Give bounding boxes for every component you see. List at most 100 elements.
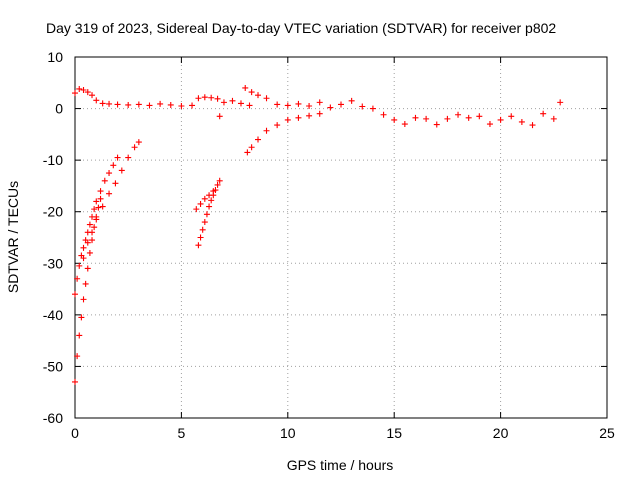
data-point: [114, 154, 121, 161]
x-tick-label: 25: [599, 425, 615, 441]
x-tick-labels: 0 5 10 15 20 25: [71, 425, 615, 441]
data-point: [89, 92, 96, 99]
data-point: [86, 249, 93, 256]
data-point: [80, 296, 87, 303]
data-point: [518, 118, 525, 125]
data-point: [201, 219, 208, 226]
data-point: [101, 177, 108, 184]
y-tick-label: -30: [43, 255, 63, 271]
chart-title: Day 319 of 2023, Sidereal Day-to-day VTE…: [46, 20, 556, 36]
data-point: [423, 115, 430, 122]
data-point: [274, 122, 281, 129]
y-axis-label: SDTVAR / TECUs: [5, 181, 21, 293]
data-point: [178, 102, 185, 109]
y-tick-labels: -60 -50 -40 -30 -20 -10 0 10: [43, 49, 63, 426]
data-point: [74, 275, 81, 282]
data-point: [76, 332, 83, 339]
data-point: [248, 89, 255, 96]
data-point: [216, 113, 223, 120]
data-point: [197, 200, 204, 207]
x-tick-label: 10: [280, 425, 296, 441]
series-arc-6h-b: [193, 188, 217, 213]
grid-lines: [75, 57, 607, 418]
data-point: [295, 100, 302, 107]
data-point: [359, 103, 366, 110]
data-point: [125, 101, 132, 108]
data-point: [529, 122, 536, 129]
data-point: [110, 162, 117, 169]
data-point: [106, 170, 113, 177]
data-point: [208, 94, 215, 101]
data-point: [99, 100, 106, 107]
data-point: [97, 188, 104, 195]
data-point: [557, 99, 564, 106]
data-point: [246, 102, 253, 109]
data-point: [306, 102, 313, 109]
data-point: [216, 177, 223, 184]
x-tick-label: 0: [71, 425, 79, 441]
data-point: [118, 167, 125, 174]
series-short-arc-6h: [195, 94, 221, 102]
series-main-arc-10-23h: [274, 97, 564, 129]
data-point: [316, 110, 323, 117]
data-point: [214, 181, 221, 188]
data-point: [255, 92, 262, 99]
series-arc-8-9h-hump: [242, 84, 270, 102]
x-tick-label: 20: [493, 425, 509, 441]
data-point: [242, 84, 249, 91]
data-point: [255, 136, 262, 143]
data-point: [206, 192, 213, 199]
data-point: [95, 204, 102, 211]
data-point: [455, 111, 462, 118]
y-tick-label: -10: [43, 152, 63, 168]
data-point: [195, 95, 202, 102]
data-point: [550, 115, 557, 122]
data-point: [274, 101, 281, 108]
data-point: [540, 110, 547, 117]
data-point: [338, 101, 344, 108]
data-point: [203, 211, 210, 218]
data-point: [84, 239, 91, 246]
data-point: [76, 85, 83, 92]
data-point: [80, 255, 87, 262]
data-point: [220, 99, 227, 106]
data-point: [284, 116, 291, 123]
data-point: [201, 195, 208, 202]
x-tick-label: 15: [386, 425, 402, 441]
data-point: [76, 262, 83, 269]
data-point: [284, 102, 291, 109]
data-point: [380, 111, 387, 118]
data-point: [72, 378, 78, 385]
data-point: [263, 95, 270, 102]
data-point: [167, 101, 174, 108]
data-point: [78, 314, 85, 321]
data-point: [106, 100, 113, 107]
data-point: [125, 154, 132, 161]
data-point: [508, 113, 515, 120]
data-point: [497, 116, 504, 123]
data-point: [146, 102, 153, 109]
data-point: [157, 100, 164, 107]
data-point: [114, 101, 121, 108]
data-point: [93, 216, 100, 223]
data-point: [80, 87, 87, 94]
data-point: [476, 113, 483, 120]
data-point: [106, 190, 113, 197]
data-point: [248, 144, 255, 151]
series-main-arc: [72, 85, 196, 109]
data-point: [199, 226, 206, 233]
data-point: [93, 97, 100, 104]
data-point: [86, 221, 93, 228]
data-point: [131, 144, 138, 151]
data-point: [369, 105, 376, 112]
series-falling-arc-3: [80, 139, 142, 262]
data-point: [97, 195, 104, 202]
data-point: [412, 114, 419, 121]
data-point: [210, 188, 217, 195]
data-point: [348, 97, 355, 104]
data-point: [444, 115, 451, 122]
data-point: [89, 229, 96, 236]
data-point: [433, 121, 440, 128]
data-point: [84, 89, 91, 96]
